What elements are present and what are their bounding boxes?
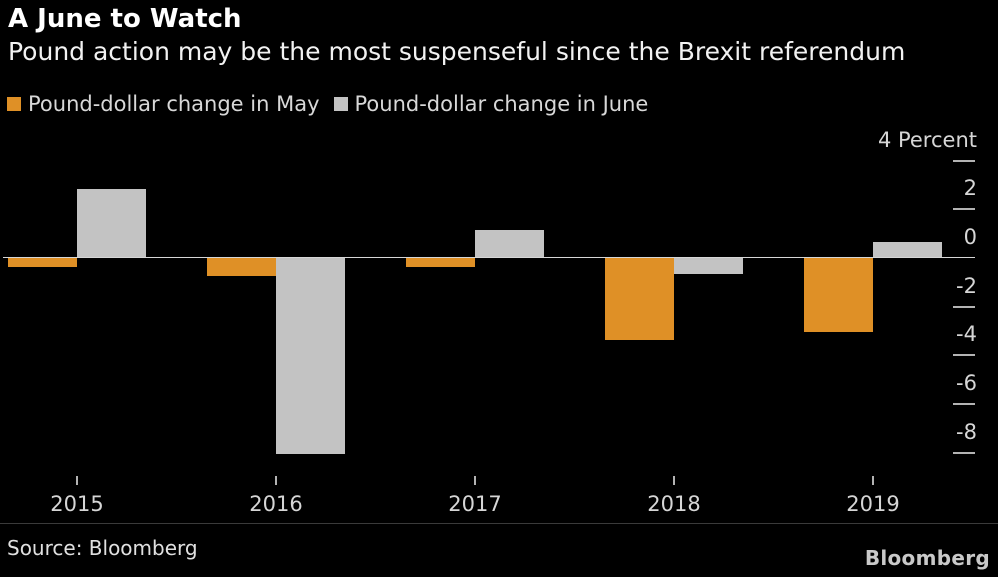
- page-title: A June to Watch: [8, 4, 242, 34]
- zero-axis-line: [3, 257, 975, 258]
- bar-may-2018: [605, 257, 674, 340]
- legend-label-june: Pound-dollar change in June: [354, 92, 649, 116]
- y-tick-label-4: 4 Percent: [877, 128, 977, 152]
- y-tick-mark: [953, 306, 975, 308]
- y-tick-label--4: -4: [956, 322, 977, 346]
- legend-item-june: Pound-dollar change in June: [333, 92, 649, 116]
- legend: Pound-dollar change in May Pound-dollar …: [7, 92, 648, 116]
- y-tick-mark: [953, 403, 975, 405]
- y-tick-label--8: -8: [956, 420, 977, 444]
- bar-june-2015: [77, 189, 146, 257]
- bar-may-2019: [804, 257, 873, 332]
- x-tick-label-2017: 2017: [448, 492, 502, 516]
- bar-june-2016: [276, 257, 345, 454]
- x-tick-label-2019: 2019: [846, 492, 900, 516]
- source-label: Source: Bloomberg: [7, 536, 198, 560]
- legend-label-may: Pound-dollar change in May: [28, 92, 320, 116]
- bar-may-2015: [8, 257, 77, 267]
- x-tick-mark: [275, 476, 277, 485]
- y-tick-label-2: 2: [963, 176, 977, 200]
- bar-june-2019: [873, 242, 942, 257]
- x-tick-mark: [872, 476, 874, 485]
- june-series-swatch-icon: [333, 97, 348, 111]
- y-tick-mark: [953, 208, 975, 210]
- x-tick-label-2015: 2015: [50, 492, 104, 516]
- chart-subtitle: Pound action may be the most suspenseful…: [8, 37, 906, 66]
- y-tick-mark: [953, 160, 975, 162]
- x-tick-mark: [673, 476, 675, 485]
- bar-may-2016: [207, 257, 276, 276]
- y-tick-mark: [953, 354, 975, 356]
- y-tick-label--6: -6: [956, 371, 977, 395]
- legend-item-may: Pound-dollar change in May: [7, 92, 320, 116]
- bar-june-2017: [475, 230, 544, 257]
- y-tick-label-0: 0: [963, 225, 977, 249]
- bar-may-2017: [406, 257, 475, 267]
- footer-divider: [0, 523, 998, 524]
- y-tick-label--2: -2: [956, 274, 977, 298]
- may-series-swatch-icon: [7, 97, 21, 111]
- x-tick-mark: [474, 476, 476, 485]
- x-tick-label-2016: 2016: [249, 492, 303, 516]
- y-tick-mark: [953, 452, 975, 454]
- x-tick-mark: [76, 476, 78, 485]
- bloomberg-logo: Bloomberg: [864, 546, 990, 570]
- x-tick-label-2018: 2018: [647, 492, 701, 516]
- bar-june-2018: [674, 257, 743, 274]
